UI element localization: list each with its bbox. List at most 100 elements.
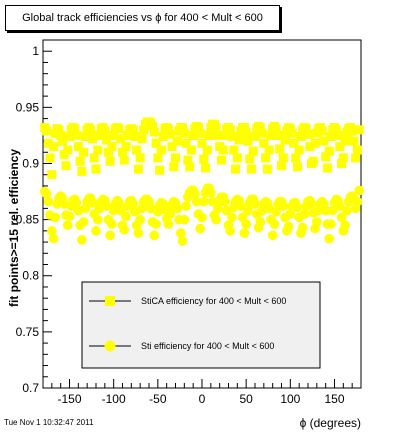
sti-point: [163, 219, 174, 229]
stica-point: [294, 145, 304, 155]
sti-point: [133, 228, 144, 238]
sti-point: [267, 230, 278, 241]
stica-point: [188, 130, 198, 140]
sti-point: [198, 196, 209, 207]
stica-point: [167, 142, 177, 152]
sti-point: [119, 224, 130, 235]
stica-point: [266, 130, 276, 140]
chart-title: Global track efficiencies vs ϕ for 400 <…: [22, 12, 263, 24]
stica-point: [310, 138, 320, 148]
legend-label-stica: StiCA efficiency for 400 < Mult < 600: [141, 296, 286, 306]
stica-point: [213, 130, 223, 140]
stica-point: [317, 126, 327, 136]
stica-point: [324, 146, 334, 156]
sti-point: [283, 221, 294, 232]
sti-point: [269, 219, 280, 229]
stica-point: [116, 134, 126, 144]
stica-point: [65, 132, 74, 142]
sti-point: [77, 235, 87, 245]
stica-point: [57, 136, 67, 146]
stica-point: [248, 146, 258, 156]
x-tick-label: -100: [102, 392, 126, 406]
sti-point: [191, 196, 202, 207]
sti-point: [239, 228, 250, 238]
x-tick-label: 0: [199, 392, 206, 406]
stica-point: [47, 170, 57, 180]
stica-point: [337, 158, 347, 168]
stica-point: [197, 138, 207, 148]
stica-point: [107, 142, 117, 152]
stica-point: [347, 126, 357, 136]
stica-point: [153, 153, 163, 163]
stica-point: [245, 154, 255, 164]
stica-point: [354, 125, 364, 135]
sti-point: [181, 201, 191, 211]
x-axis: -150 -100 -50 0 50 100 150: [42, 379, 362, 406]
stica-point: [301, 124, 311, 134]
sti-point: [151, 219, 161, 229]
sti-point: [236, 201, 246, 211]
timestamp: Tue Nov 1 10:32:47 2011: [4, 418, 94, 427]
sti-point: [179, 214, 190, 225]
sti-point: [327, 205, 338, 216]
stica-point: [135, 153, 145, 163]
y-tick-label: 1: [32, 44, 39, 58]
stica-point: [72, 130, 82, 140]
stica-point: [234, 135, 244, 145]
sti-point: [271, 206, 282, 217]
stica-point: [349, 136, 359, 146]
sti-point: [92, 214, 103, 225]
stica-point: [54, 125, 64, 135]
stica-point: [133, 164, 143, 174]
stica-point: [218, 145, 228, 155]
sti-point: [278, 201, 289, 211]
x-tick-label: 150: [324, 392, 344, 406]
sti-point: [87, 197, 98, 208]
stica-point: [119, 155, 129, 165]
sti-point: [336, 212, 347, 223]
sti-point: [48, 233, 59, 244]
stica-point: [100, 126, 110, 136]
sti-point: [64, 211, 75, 222]
y-tick-label: 0.7: [22, 381, 39, 395]
stica-point: [291, 153, 301, 163]
y-tick-label: 0.85: [16, 213, 40, 227]
sti-point: [306, 199, 317, 209]
x-tick-label: 50: [239, 392, 253, 406]
stica-point: [73, 142, 83, 152]
sti-point: [220, 196, 230, 207]
stica-point: [278, 153, 288, 163]
stica-point: [128, 125, 138, 135]
sti-point: [176, 228, 186, 238]
x-tick-label: -150: [57, 392, 81, 406]
sti-point: [197, 212, 207, 223]
sti-point: [121, 211, 131, 222]
chart-title-box: Global track efficiencies vs ϕ for 400 <…: [5, 5, 280, 31]
stica-point: [109, 130, 119, 140]
stica-point: [229, 145, 239, 155]
sti-point: [207, 196, 218, 207]
stica-point: [49, 142, 59, 152]
sti-point: [206, 187, 216, 198]
sti-point: [105, 230, 115, 241]
stica-point: [123, 130, 133, 140]
stica-point: [257, 128, 267, 138]
stica-point: [56, 130, 66, 140]
series-stica: [40, 117, 364, 180]
legend-box: [81, 281, 321, 369]
stica-point: [259, 138, 269, 148]
stica-point: [77, 166, 87, 176]
stica-point: [118, 147, 127, 157]
stica-point: [331, 125, 341, 135]
legend-marker-sti: [104, 340, 116, 352]
sti-point: [128, 199, 138, 209]
sti-point: [354, 185, 365, 196]
stica-point: [333, 130, 343, 140]
stica-point: [287, 128, 297, 138]
legend: StiCA efficiency for 400 < Mult < 600 St…: [81, 281, 321, 369]
stica-point: [204, 130, 214, 140]
stica-point: [201, 163, 211, 173]
stica-point: [137, 134, 147, 144]
stica-point: [105, 156, 115, 166]
